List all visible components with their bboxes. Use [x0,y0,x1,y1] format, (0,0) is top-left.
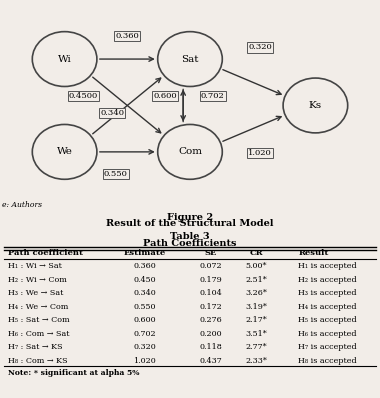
Ellipse shape [283,78,348,133]
Text: 0.600: 0.600 [154,92,177,100]
Text: 0.550: 0.550 [104,170,128,178]
Text: 1.020: 1.020 [133,357,156,365]
Text: 0.360: 0.360 [116,32,139,40]
Ellipse shape [32,32,97,86]
Text: H₁ : Wi → Sat: H₁ : Wi → Sat [8,263,62,271]
Text: Figure 2: Figure 2 [167,213,213,222]
Text: H₆ is accepted: H₆ is accepted [298,330,357,338]
Text: 0.450: 0.450 [133,276,156,284]
Text: 3.26*: 3.26* [245,289,268,297]
Text: Wi: Wi [58,55,71,64]
Text: 2.33*: 2.33* [245,357,268,365]
Text: 0.702: 0.702 [133,330,156,338]
Text: 0.360: 0.360 [133,263,156,271]
Text: 2.77*: 2.77* [246,343,267,351]
Text: H₇ is accepted: H₇ is accepted [298,343,357,351]
Text: Note: * significant at alpha 5%: Note: * significant at alpha 5% [8,369,139,377]
Text: Result of the Structural Model: Result of the Structural Model [106,219,274,228]
Ellipse shape [158,32,222,86]
Text: Path coefficient: Path coefficient [8,249,82,257]
Text: Ks: Ks [309,101,322,110]
Text: Sat: Sat [181,55,199,64]
Text: SE: SE [205,249,217,257]
Text: 0.072: 0.072 [200,263,222,271]
Text: H₄ : We → Com: H₄ : We → Com [8,303,68,311]
Text: 0.437: 0.437 [200,357,222,365]
Text: Result: Result [298,249,329,257]
Ellipse shape [32,125,97,179]
Text: H₆ : Com → Sat: H₆ : Com → Sat [8,330,69,338]
Text: H₄ is accepted: H₄ is accepted [298,303,357,311]
Text: 0.320: 0.320 [133,343,156,351]
Text: 0.104: 0.104 [200,289,222,297]
Text: H₃ : We → Sat: H₃ : We → Sat [8,289,63,297]
Text: 0.600: 0.600 [133,316,156,324]
Text: 3.19*: 3.19* [245,303,268,311]
Text: 1.020: 1.020 [249,149,272,157]
Text: 0.340: 0.340 [100,109,124,117]
Text: 0.200: 0.200 [200,330,222,338]
Text: 0.4500: 0.4500 [69,92,98,100]
Text: CR: CR [250,249,263,257]
Text: 0.702: 0.702 [201,92,225,100]
Text: 0.179: 0.179 [200,276,222,284]
Text: Com: Com [178,147,202,156]
Text: We: We [57,147,73,156]
Text: 0.340: 0.340 [133,289,156,297]
Text: H₂ is accepted: H₂ is accepted [298,276,357,284]
Text: H₅ is accepted: H₅ is accepted [298,316,357,324]
Text: 2.17*: 2.17* [245,316,268,324]
Text: H₇ : Sat → KS: H₇ : Sat → KS [8,343,62,351]
Text: 0.320: 0.320 [249,43,272,51]
Text: 3.51*: 3.51* [245,330,268,338]
Text: H₃ is accepted: H₃ is accepted [298,289,357,297]
Text: 0.550: 0.550 [133,303,156,311]
Text: e: Authors: e: Authors [2,201,42,209]
Text: H₈ is accepted: H₈ is accepted [298,357,357,365]
Text: 0.118: 0.118 [200,343,222,351]
Text: Path Coefficients: Path Coefficients [143,239,237,248]
Text: Estimate: Estimate [123,249,166,257]
Text: H₅ : Sat → Com: H₅ : Sat → Com [8,316,69,324]
Text: 5.00*: 5.00* [246,263,267,271]
Text: H₂ : Wi → Com: H₂ : Wi → Com [8,276,66,284]
Text: Table 3: Table 3 [170,232,210,242]
Text: 0.172: 0.172 [200,303,222,311]
Ellipse shape [158,125,222,179]
Text: 0.276: 0.276 [200,316,222,324]
Text: H₁ is accepted: H₁ is accepted [298,263,357,271]
Text: H₈ : Com → KS: H₈ : Com → KS [8,357,67,365]
Text: 2.51*: 2.51* [245,276,268,284]
